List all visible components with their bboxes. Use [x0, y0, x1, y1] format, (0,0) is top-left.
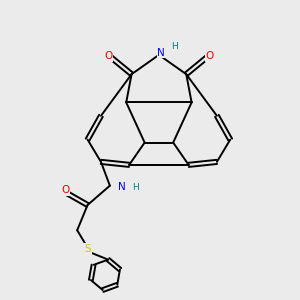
Text: O: O: [104, 51, 112, 62]
Text: H: H: [171, 42, 178, 51]
Text: N: N: [118, 182, 126, 192]
Text: S: S: [85, 244, 92, 254]
Text: H: H: [132, 183, 139, 192]
Text: O: O: [61, 185, 69, 195]
Text: O: O: [205, 51, 214, 62]
Text: N: N: [158, 48, 165, 58]
